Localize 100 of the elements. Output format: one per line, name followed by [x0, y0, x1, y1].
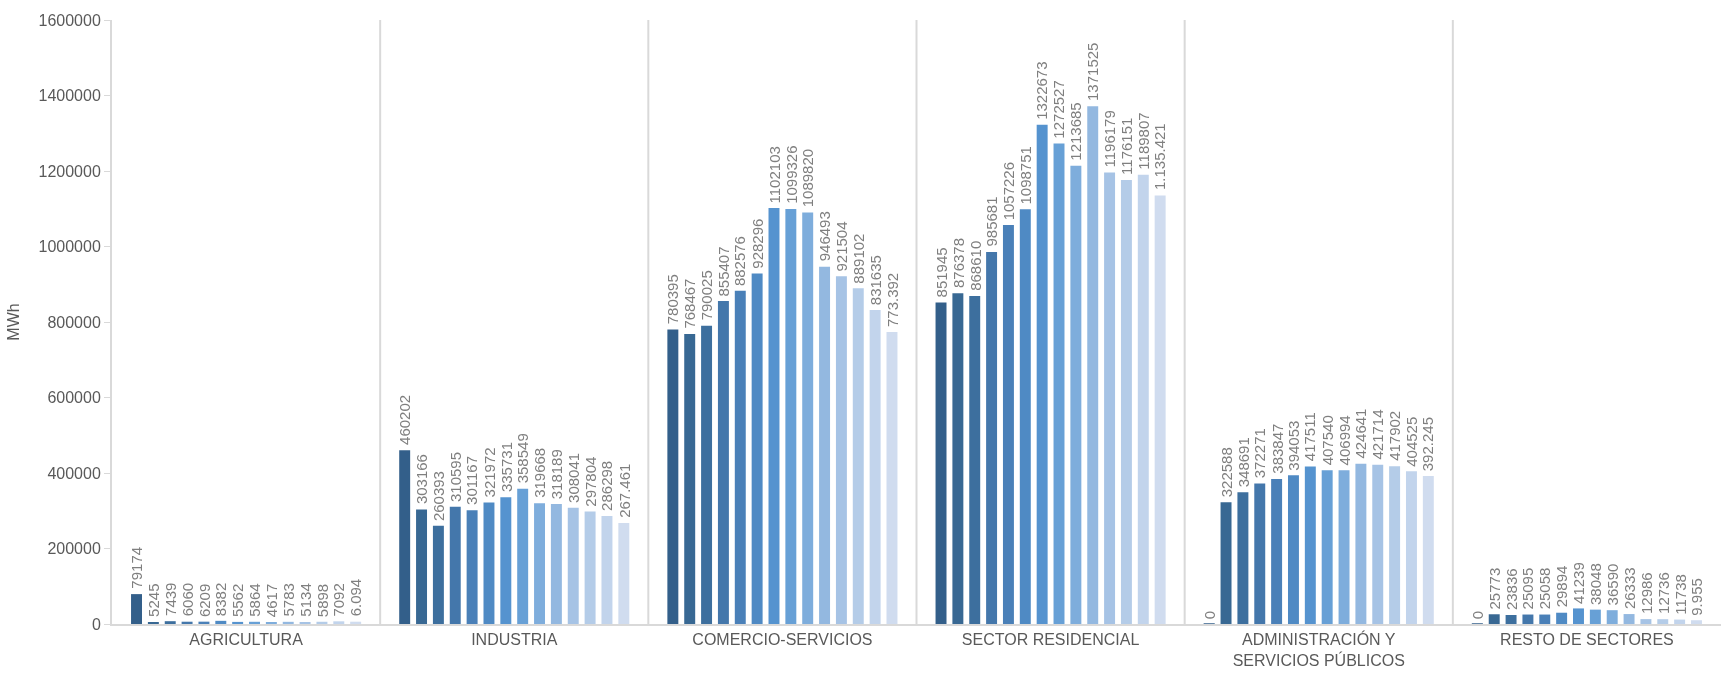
bar: [416, 509, 428, 624]
bar: [1287, 475, 1299, 624]
data-label: 407540: [1319, 415, 1337, 466]
data-label: 946493: [815, 211, 833, 262]
bar: [1522, 614, 1534, 624]
data-label: 1272527: [1050, 80, 1068, 139]
data-label: 348691: [1234, 437, 1252, 488]
bar: [399, 450, 411, 624]
data-label: 4617: [262, 583, 280, 618]
data-label: 9.955: [1688, 578, 1706, 616]
bar: [1104, 172, 1116, 624]
x-tick-label: INDUSTRIA: [471, 631, 558, 649]
bar: [734, 290, 746, 624]
bar: [667, 329, 679, 624]
bar: [1087, 106, 1099, 624]
bar: [1488, 614, 1500, 624]
bar: [1422, 475, 1434, 624]
bar: [751, 273, 763, 624]
bar: [768, 207, 780, 624]
data-label: 260393: [429, 471, 447, 522]
data-label: 26333: [1621, 567, 1638, 610]
data-label: 303166: [412, 454, 430, 505]
data-label: 882576: [731, 236, 749, 287]
data-label: 25058: [1536, 567, 1554, 610]
data-label: 868610: [966, 240, 984, 291]
data-label: 383847: [1268, 423, 1286, 474]
bar: [1355, 463, 1367, 624]
data-label: 1.135.421: [1151, 123, 1169, 191]
x-tick-label: AGRICULTURA: [189, 631, 304, 649]
data-label: 768467: [680, 278, 698, 329]
bar: [232, 621, 244, 624]
data-label: 79174: [128, 546, 146, 589]
y-tick-label: 1600000: [38, 11, 101, 29]
bar: [1120, 180, 1132, 624]
data-label: 8382: [212, 582, 230, 617]
data-label: 267.461: [615, 463, 633, 518]
bar: [1691, 620, 1702, 624]
bar: [1389, 466, 1401, 624]
bar: [1254, 483, 1266, 624]
data-label: 855407: [715, 246, 733, 297]
bar: [785, 209, 797, 624]
data-label: 1213685: [1067, 102, 1085, 161]
bar: [835, 276, 847, 624]
bar: [1002, 224, 1014, 624]
data-label: 1371525: [1084, 42, 1102, 101]
data-label: 5783: [279, 583, 297, 617]
data-label: 23836: [1503, 568, 1521, 611]
bar: [534, 503, 546, 624]
data-label: 417902: [1386, 410, 1404, 461]
bar: [852, 288, 864, 624]
x-tick-label: ADMINISTRACIÓN Y SERVICIOS PÚBLICOS: [1232, 630, 1405, 669]
bar: [1372, 464, 1384, 624]
data-label: 319668: [531, 447, 549, 498]
y-tick-label: 800000: [47, 313, 101, 331]
bar: [1405, 471, 1417, 624]
bar: [1304, 466, 1316, 624]
data-label: 358549: [514, 433, 532, 484]
bar: [567, 507, 579, 624]
bar: [550, 503, 562, 624]
data-label: 321972: [480, 447, 498, 498]
bar: [1321, 470, 1333, 624]
data-label: 417511: [1301, 412, 1319, 462]
bar: [432, 525, 444, 624]
data-label: 41239: [1570, 562, 1588, 604]
data-label: 310595: [446, 451, 464, 502]
x-tick-label: COMERCIO-SERVICIOS: [692, 631, 873, 649]
bar: [282, 621, 294, 624]
data-label: 1189807: [1134, 112, 1152, 170]
data-label: 25095: [1519, 567, 1537, 610]
bar: [886, 332, 898, 624]
y-tick-label: 0: [91, 615, 101, 633]
data-label: 0: [1201, 610, 1219, 620]
data-label: 5562: [229, 583, 247, 618]
bar: [802, 212, 814, 624]
data-label: 406994: [1335, 415, 1353, 466]
data-label: 1057226: [999, 161, 1017, 221]
bar: [684, 333, 696, 624]
data-label: 876378: [949, 237, 967, 289]
data-label: 1196179: [1100, 110, 1118, 168]
data-label: 5864: [246, 583, 264, 617]
bar: [1137, 174, 1149, 624]
data-label: 1089820: [799, 148, 817, 208]
data-label: 392.245: [1419, 417, 1437, 472]
data-label: 6060: [178, 582, 196, 617]
bar: [1640, 619, 1652, 624]
bar: [584, 511, 596, 624]
bar: [1556, 612, 1568, 624]
bar: [819, 266, 831, 624]
data-label: 12986: [1637, 572, 1655, 615]
data-label: 6.094: [346, 578, 364, 617]
data-label: 318189: [547, 449, 565, 500]
data-label: 1099326: [782, 145, 800, 204]
bar: [618, 523, 630, 624]
data-label: 0: [1469, 611, 1487, 620]
bar: [316, 621, 328, 624]
data-label: 5134: [296, 583, 314, 617]
data-label: 6209: [195, 583, 213, 618]
data-label: 790025: [697, 270, 715, 321]
bar: [601, 515, 613, 624]
bar: [1623, 614, 1635, 624]
